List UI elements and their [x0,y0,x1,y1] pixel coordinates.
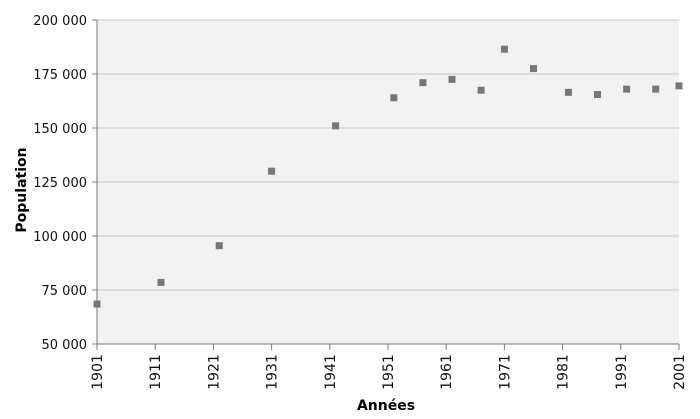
data-point [332,122,340,130]
x-tick-label: 1911 [148,354,164,390]
x-tick-label: 1931 [265,354,281,390]
x-tick-label: 1981 [556,354,572,390]
gridlines [97,19,679,291]
y-tick-label: 125 000 [33,176,87,191]
y-tick-label: 100 000 [33,230,87,245]
data-point [500,45,508,53]
x-axis-title: Années [357,398,415,414]
x-tick-label: 1951 [381,354,397,390]
data-points [93,45,683,308]
x-tick-label: 2001 [672,354,688,390]
data-point [448,75,456,83]
y-axis-ticks: 50 000 75 000 100 000 125 000 150 000 175 000… [33,14,97,353]
data-point [530,65,537,73]
y-axis-title: Population [14,147,30,232]
y-tick-label: 175 000 [33,68,87,83]
x-tick-label: 1961 [439,354,455,390]
data-point [675,82,683,90]
data-point [215,242,223,250]
data-point [157,278,165,286]
data-point [419,79,427,87]
x-axis-ticks: 1901 1911 1921 1931 1941 1951 1961 1971 1981 1991… [90,344,688,390]
x-tick-label: 1991 [614,354,630,390]
y-tick-label: 150 000 [33,122,87,137]
data-point [268,167,276,175]
data-point [477,86,485,94]
data-point [623,85,631,93]
data-point [564,88,572,96]
data-point [93,300,101,308]
y-tick-label: 75 000 [42,284,88,299]
y-tick-label: 50 000 [42,338,88,353]
x-tick-label: 1971 [497,354,513,390]
x-tick-label: 1941 [323,354,339,390]
data-point [594,91,602,99]
x-tick-label: 1921 [206,354,222,390]
data-point [390,94,398,102]
y-tick-label: 200 000 [33,14,87,29]
data-point [652,85,660,93]
x-tick-label: 1901 [90,354,106,390]
